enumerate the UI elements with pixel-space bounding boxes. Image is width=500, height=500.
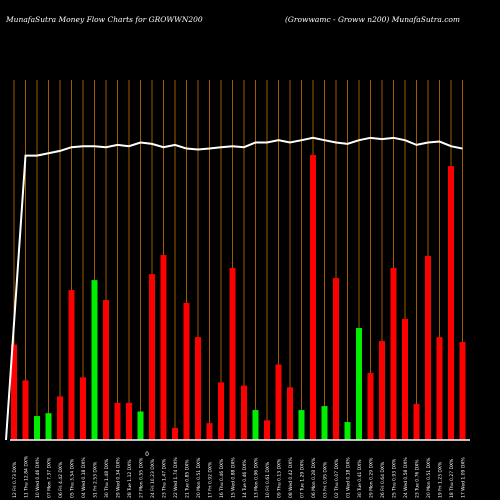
x-tick-label: 10 Wed 0.46 DX%: [35, 457, 41, 498]
bar: [264, 420, 270, 440]
x-tick-label: 15 Wed 0.88 DX%: [231, 457, 237, 498]
bar: [68, 290, 75, 440]
bar: [114, 402, 121, 440]
bar: [11, 344, 17, 440]
x-tick-label: 21 Tue 0.85 DX%: [185, 459, 191, 498]
x-tick-label: 31 Fri 2.53 DX%: [93, 461, 99, 498]
bar: [137, 411, 144, 440]
bar: [344, 422, 351, 440]
x-tick-label: 07 Mon 7.37 DX%: [47, 457, 53, 498]
x-tick-label: 08 Wed 0.42 DX%: [288, 457, 294, 498]
bar: [310, 155, 316, 440]
x-tick-label: 07 Tue 1.29 DX%: [300, 459, 306, 498]
x-tick-label: 18 Thu 0.27 DX%: [449, 458, 455, 498]
x-tick-label: 24 Fri 10.23 DX%: [150, 458, 156, 498]
x-tick-label: 24 Wed 0.58 DX%: [403, 457, 409, 498]
bar: [275, 364, 282, 440]
x-tick-label: 22 Wed 1.74 DX%: [173, 457, 179, 498]
bar: [91, 280, 98, 440]
x-tick-label: 14 Tue 0.46 DX%: [242, 459, 248, 498]
x-tick-label: 06 Fri 4.42 DX%: [58, 461, 64, 498]
x-tick-label: 27 Mon 0.55 DX%: [139, 457, 145, 498]
bar: [425, 255, 431, 440]
bar: [241, 385, 247, 440]
bar: [448, 166, 454, 441]
x-tick-label: 02 Thu 0.07 DX%: [334, 458, 340, 498]
x-tick-label: 23 Thu 1.47 DX%: [162, 458, 168, 498]
bar: [333, 278, 339, 440]
bar: [402, 318, 408, 440]
x-tick-label: 29 Wed 0.34 DX%: [116, 457, 122, 498]
x-tick-label: 25 Thu 0.93 DX%: [392, 458, 398, 498]
bar: [149, 274, 155, 440]
x-tick-label: 01 Wed 0.18 DX%: [346, 457, 352, 498]
x-tick-label: 11 Thu 12.84 DX%: [24, 455, 30, 498]
bar: [459, 341, 466, 440]
bar-series: [11, 155, 466, 441]
bar: [103, 300, 109, 440]
x-tick-label: 20 Mon 0.51 DX%: [196, 457, 202, 498]
x-tick-label: 13 Mon 0.96 DX%: [254, 457, 260, 498]
x-tick-label: 19 Fri 1.23 DX%: [438, 461, 444, 498]
bar: [183, 302, 190, 440]
bar: [252, 410, 259, 440]
x-tick-label: 30 Tue 0.41 DX%: [357, 459, 363, 498]
x-tick-label: 09 Thu 0.13 DX%: [277, 458, 283, 498]
x-tick-label: 30 Thu 1.48 DX%: [104, 458, 110, 498]
bar: [390, 267, 397, 440]
bar: [34, 416, 40, 440]
bar: [298, 410, 305, 440]
x-tick-label: 26 Fri 0.64 DX%: [380, 461, 386, 498]
chart-title: MunafaSutra Money Flow Charts for GROWWN…: [6, 15, 203, 24]
x-tick-label: 10 Fri 0.61 DX%: [265, 461, 271, 498]
bar: [321, 406, 328, 440]
bar: [57, 396, 63, 440]
x-tick-label: 17 Fri 0.92 DX%: [208, 461, 214, 498]
bar: [356, 327, 362, 440]
bar: [22, 380, 29, 440]
bar: [229, 267, 236, 440]
bar: [218, 382, 224, 440]
axis-label: 0: [145, 451, 149, 458]
chart-subtitle: (Growwamc - Groww n200) MunafaSutra.com: [285, 15, 461, 24]
x-tick-label: 12 Fri 0.73 DX%: [12, 461, 18, 498]
bar: [80, 377, 86, 440]
bar: [126, 402, 132, 440]
bar: [413, 404, 420, 440]
x-tick-label: 17 Wed 1.09 DX%: [461, 457, 467, 498]
bar: [367, 373, 374, 440]
x-tick-labels: 12 Fri 0.73 DX% 11 Thu 12.84 DX% 10 Wed 0.…: [12, 455, 467, 498]
bar: [206, 423, 213, 440]
bar: [379, 341, 385, 440]
bar: [160, 255, 167, 440]
x-tick-label: 29 Mon 0.29 DX%: [369, 457, 375, 498]
x-tick-label: 05 Thu 3.54 DX%: [70, 458, 76, 498]
bar: [195, 337, 201, 440]
bar: [287, 387, 293, 440]
money-flow-line: [5, 136, 463, 441]
x-tick-label: 04 Wed 0.18 DX%: [81, 457, 87, 498]
bar: [172, 428, 178, 440]
x-tick-label: 20 Mon 0.51 DX%: [426, 457, 432, 498]
bar: [436, 337, 443, 440]
x-tick-label: 06 Mon 0.28 DX%: [311, 457, 317, 498]
x-tick-label: 23 Tue 0.76 DX%: [415, 459, 421, 498]
x-tick-label: 16 Thu 0.46 DX%: [219, 458, 225, 498]
bar: [45, 413, 52, 440]
x-tick-label: 28 Tue 1.12 DX%: [127, 459, 133, 498]
x-tick-label: 03 Fri 0.95 DX%: [323, 461, 329, 498]
